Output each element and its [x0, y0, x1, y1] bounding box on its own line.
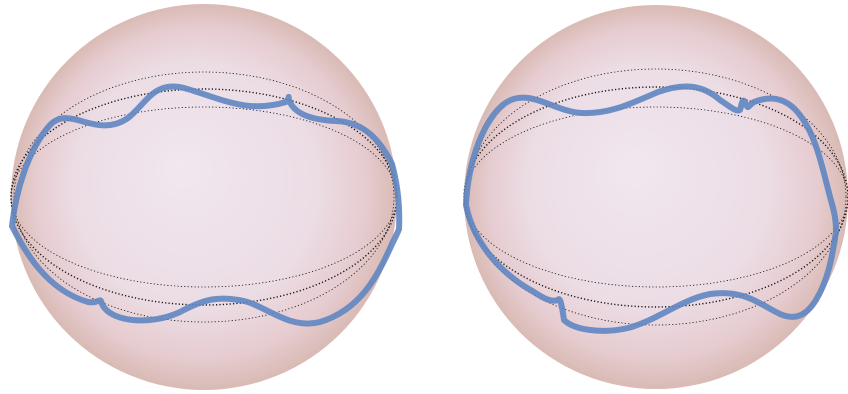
right-lower-curve	[463, 202, 839, 334]
left-sphere-panel	[9, 4, 403, 390]
left-upper-curve	[9, 83, 403, 232]
right-sphere-panel	[424, 0, 848, 394]
right-upper-curve	[463, 83, 839, 235]
left-lower-curve	[9, 223, 402, 327]
right-upper-parallel	[463, 106, 848, 288]
right-curve-group	[463, 83, 839, 334]
right-sphere-svg	[463, 5, 848, 389]
right-sphere	[464, 5, 848, 389]
left-sphere	[11, 4, 397, 390]
left-curve-group	[9, 83, 403, 327]
left-sphere-svg	[9, 4, 403, 390]
